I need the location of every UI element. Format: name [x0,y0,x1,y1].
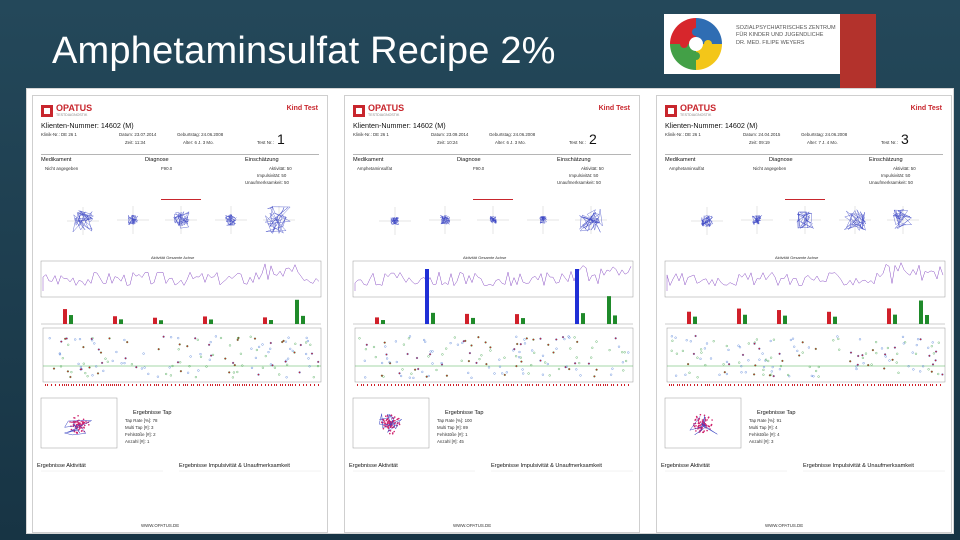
einsch-impulsivitaet: Impulsivität: 50 [881,173,911,178]
klinik-nr: Klinik-Nr.: DE 26 1 [41,132,77,137]
section-divider [161,199,201,200]
header-divider [665,154,943,155]
tap-rate: Tap Rate [%]: 78 [125,418,158,423]
report-footer: WWW.OPATUS.DE [765,523,804,528]
section-divider [473,199,513,200]
header-diagnose: Diagnose [769,157,793,163]
clinic-logo: SOZIALPSYCHIATRISCHES ZENTRUM FÜR KINDER… [664,14,840,74]
multi-tap: Multi Tap [#]: 89 [437,425,468,430]
ergebnisse-impuls-title: Ergebnisse Impulsivität & Unaufmerksamke… [179,463,290,469]
age: Alter: 7 J. 4 Mo. [807,140,838,145]
test-time: Zeit: 09:19 [749,140,770,145]
test-nr-label: Test Nr.: [569,140,586,145]
test-number: 1 [277,131,285,147]
klient-number: Klienten-Nummer: 14602 (M) [665,121,758,130]
einsch-aktivitaet: Aktivität: 50 [581,166,604,171]
movement-track-panel [352,206,634,472]
slide-title: Amphetaminsulfat Recipe 2% [52,30,556,72]
einsch-aktivitaet: Aktivität: 50 [893,166,916,171]
activity-axis-label: Aktivität Gesamte Achse [151,255,195,260]
fehlstoesse: Fehlstöße [#]: 1 [437,432,468,437]
opatus-logo-icon [41,105,53,117]
ergebnisse-impuls-title: Ergebnisse Impulsivität & Unaufmerksamke… [491,463,602,469]
ergebnisse-tap-title: Ergebnisse Tap [133,410,172,416]
activity-axis-label: Aktivität Gesamte Achse [463,255,507,260]
header-divider [353,154,631,155]
report-kind: Kind Test [598,105,630,112]
movement-track-panel [664,206,946,472]
ergebnisse-aktivitaet-title: Ergebnisse Aktivität [37,463,86,469]
multi-tap: Multi Tap [#]: 4 [749,425,778,430]
medication-value: Amphetaminsulfat [357,166,393,171]
report-footer: WWW.OPATUS.DE [141,523,180,528]
medication-value: Amphetaminsulfat [669,166,705,171]
klient-number: Klienten-Nummer: 14602 (M) [353,121,446,130]
test-nr-label: Test Nr.: [881,140,898,145]
birth-date: Geburtstag: 24.06.2008 [801,132,848,137]
tap-rate: Tap Rate [%]: 100 [437,418,472,423]
birth-date: Geburtstag: 24.06.2008 [177,132,224,137]
report-test-2: OPATUS TESTDIAGNOSTIK Kind Test Klienten… [344,95,640,533]
diagnosis-value: F90.0 [161,166,173,171]
ergebnisse-aktivitaet-title: Ergebnisse Aktivität [661,463,710,469]
birth-date: Geburtstag: 24.06.2008 [489,132,536,137]
fehlstoesse: Fehlstöße [#]: 2 [125,432,156,437]
report-kind: Kind Test [286,105,318,112]
medication-value: Nicht angegeben [45,166,79,171]
einsch-impulsivitaet: Impulsivität: 50 [257,173,287,178]
puzzle-logo-icon [670,18,722,70]
movement-track-panel [40,205,322,472]
test-number: 2 [589,131,597,147]
header-diagnose: Diagnose [145,157,169,163]
report-test-1: OPATUS TESTDIAGNOSTIK Kind Test Klienten… [32,95,328,533]
test-nr-label: Test Nr.: [257,140,274,145]
test-time: Zeit: 10:24 [437,140,458,145]
diagnosis-value: Nicht angegeben [753,166,787,171]
fehlstoesse: Fehlstöße [#]: 4 [749,432,780,437]
section-divider [785,199,825,200]
clinic-logo-text: SOZIALPSYCHIATRISCHES ZENTRUM FÜR KINDER… [736,25,836,46]
activity-axis-label: Aktivität Gesamte Achse [775,255,819,260]
ergebnisse-aktivitaet-title: Ergebnisse Aktivität [349,463,398,469]
multi-tap: Multi Tap [#]: 3 [125,425,154,430]
einsch-unaufmerksamkeit: Unaufmerksamkeit: 50 [869,180,913,185]
header-diagnose: Diagnose [457,157,481,163]
diagnosis-value: F90.0 [473,166,485,171]
accent-bar [840,14,876,86]
header-medikament: Medikament [665,157,696,163]
einsch-impulsivitaet: Impulsivität: 50 [569,173,599,178]
header-medikament: Medikament [41,157,72,163]
tap-anzahl: Anzahl [#]: 45 [437,439,464,444]
einsch-unaufmerksamkeit: Unaufmerksamkeit: 50 [557,180,601,185]
tap-rate: Tap Rate [%]: 91 [749,418,782,423]
header-einschaetzung: Einschätzung [557,157,591,163]
header-einschaetzung: Einschätzung [869,157,903,163]
klient-number: Klienten-Nummer: 14602 (M) [41,121,134,130]
klinik-nr: Klinik-Nr.: DE 26 1 [353,132,389,137]
opatus-logo-icon [665,105,677,117]
header-medikament: Medikament [353,157,384,163]
test-date: Datum: 23.09.2014 [431,132,469,137]
header-divider [41,154,319,155]
einsch-unaufmerksamkeit: Unaufmerksamkeit: 50 [245,180,289,185]
tap-anzahl: Anzahl [#]: 3 [749,439,774,444]
test-date: Datum: 24.04.2015 [743,132,781,137]
test-date: Datum: 23.07.2014 [119,132,157,137]
ergebnisse-tap-title: Ergebnisse Tap [757,410,796,416]
age: Alter: 6 J. 3 Mo. [495,140,526,145]
ergebnisse-impuls-title: Ergebnisse Impulsivität & Unaufmerksamke… [803,463,914,469]
report-footer: WWW.OPATUS.DE [453,523,492,528]
opatus-logo-icon [353,105,365,117]
klinik-nr: Klinik-Nr.: DE 26 1 [665,132,701,137]
age: Alter: 6 J. 3 Mo. [183,140,214,145]
header-einschaetzung: Einschätzung [245,157,279,163]
tap-anzahl: Anzahl [#]: 1 [125,439,150,444]
test-time: Zeit: 11:34 [125,140,146,145]
test-number: 3 [901,131,909,147]
report-test-3: OPATUS TESTDIAGNOSTIK Kind Test Klienten… [656,95,952,533]
ergebnisse-tap-title: Ergebnisse Tap [445,410,484,416]
report-kind: Kind Test [910,105,942,112]
einsch-aktivitaet: Aktivität: 50 [269,166,292,171]
